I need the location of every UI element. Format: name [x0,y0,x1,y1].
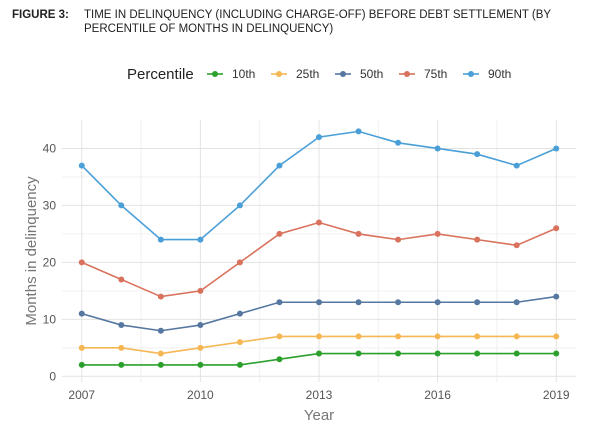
data-point [157,293,164,300]
data-point [434,230,441,237]
figure-title: FIGURE 3: TIME IN DELINQUENCY (INCLUDING… [12,8,592,36]
legend-swatch-point [404,71,410,77]
series-10th [78,350,560,368]
legend: Percentile 10th 25th 50th 75th 90th [127,66,511,83]
figure-label: FIGURE 3: [12,9,69,21]
legend-swatch-point [212,71,218,77]
data-point [474,333,481,340]
data-point [276,333,283,340]
data-point [355,350,362,357]
data-point [553,333,560,340]
data-point [395,350,402,357]
data-point [197,236,204,243]
data-point [118,344,125,351]
data-point [236,361,243,368]
grid [62,120,576,382]
data-point [355,128,362,135]
data-point [276,356,283,363]
data-point [513,162,520,169]
data-point [236,310,243,317]
data-point [553,225,560,232]
data-point [355,299,362,306]
data-point [316,299,322,306]
data-point [395,139,402,146]
y-axis-title: Months in delinquency [23,176,40,326]
data-point [316,219,322,226]
data-point [474,350,481,357]
y-tick-label: 40 [43,141,57,155]
data-point [553,145,560,152]
series-50th [78,293,560,334]
data-point [118,322,125,329]
data-point [197,287,204,294]
data-point [157,350,164,357]
data-point [513,333,520,340]
y-tick-label: 30 [43,198,57,212]
data-point [78,259,85,266]
data-point [197,361,204,368]
data-point [276,299,283,306]
data-point [316,134,322,141]
data-point [474,299,481,306]
data-point [474,236,481,243]
legend-label: 75th [424,67,447,81]
data-point [157,236,164,243]
x-tick-label: 2013 [306,388,333,402]
data-point [78,310,85,317]
y-tick-label: 0 [49,369,56,383]
data-point [513,350,520,357]
y-tick-label: 10 [43,312,57,326]
data-point [118,202,125,209]
data-point [78,361,85,368]
x-tick-label: 2016 [424,388,451,402]
x-axis-title: Year [304,407,334,424]
data-point [553,293,560,300]
series-90th [78,128,560,243]
data-point [434,145,441,152]
data-point [513,299,520,306]
data-point [157,327,164,334]
data-point [78,344,85,351]
y-tick-label: 20 [43,255,57,269]
legend-swatch-point [468,71,474,77]
data-point [316,350,322,357]
data-point [197,322,204,329]
data-point [395,236,402,243]
legend-swatch-point [340,71,346,77]
data-point [434,333,441,340]
data-point [355,230,362,237]
x-tick-label: 2019 [543,388,570,402]
data-point [553,350,560,357]
data-point [157,361,164,368]
legend-label: 90th [488,67,511,81]
data-point [78,162,85,169]
legend-title: Percentile [127,66,194,83]
data-point [236,339,243,346]
data-point [474,151,481,158]
data-point [434,350,441,357]
legend-label: 10th [232,67,255,81]
data-point [236,202,243,209]
series-25th [78,333,560,357]
legend-swatch-point [276,71,282,77]
legend-label: 50th [360,67,383,81]
data-point [236,259,243,266]
x-tick-label: 2010 [187,388,214,402]
figure-title-text: TIME IN DELINQUENCY (INCLUDING CHARGE-OF… [84,9,551,35]
data-point [276,162,283,169]
series-75th [78,219,560,300]
data-point [197,344,204,351]
legend-label: 25th [296,67,319,81]
data-point [434,299,441,306]
data-point [276,230,283,237]
data-point [395,333,402,340]
data-point [513,242,520,249]
x-tick-label: 2007 [68,388,95,402]
data-point [316,333,322,340]
data-point [118,361,125,368]
data-point [355,333,362,340]
data-point [118,276,125,283]
data-point [395,299,402,306]
